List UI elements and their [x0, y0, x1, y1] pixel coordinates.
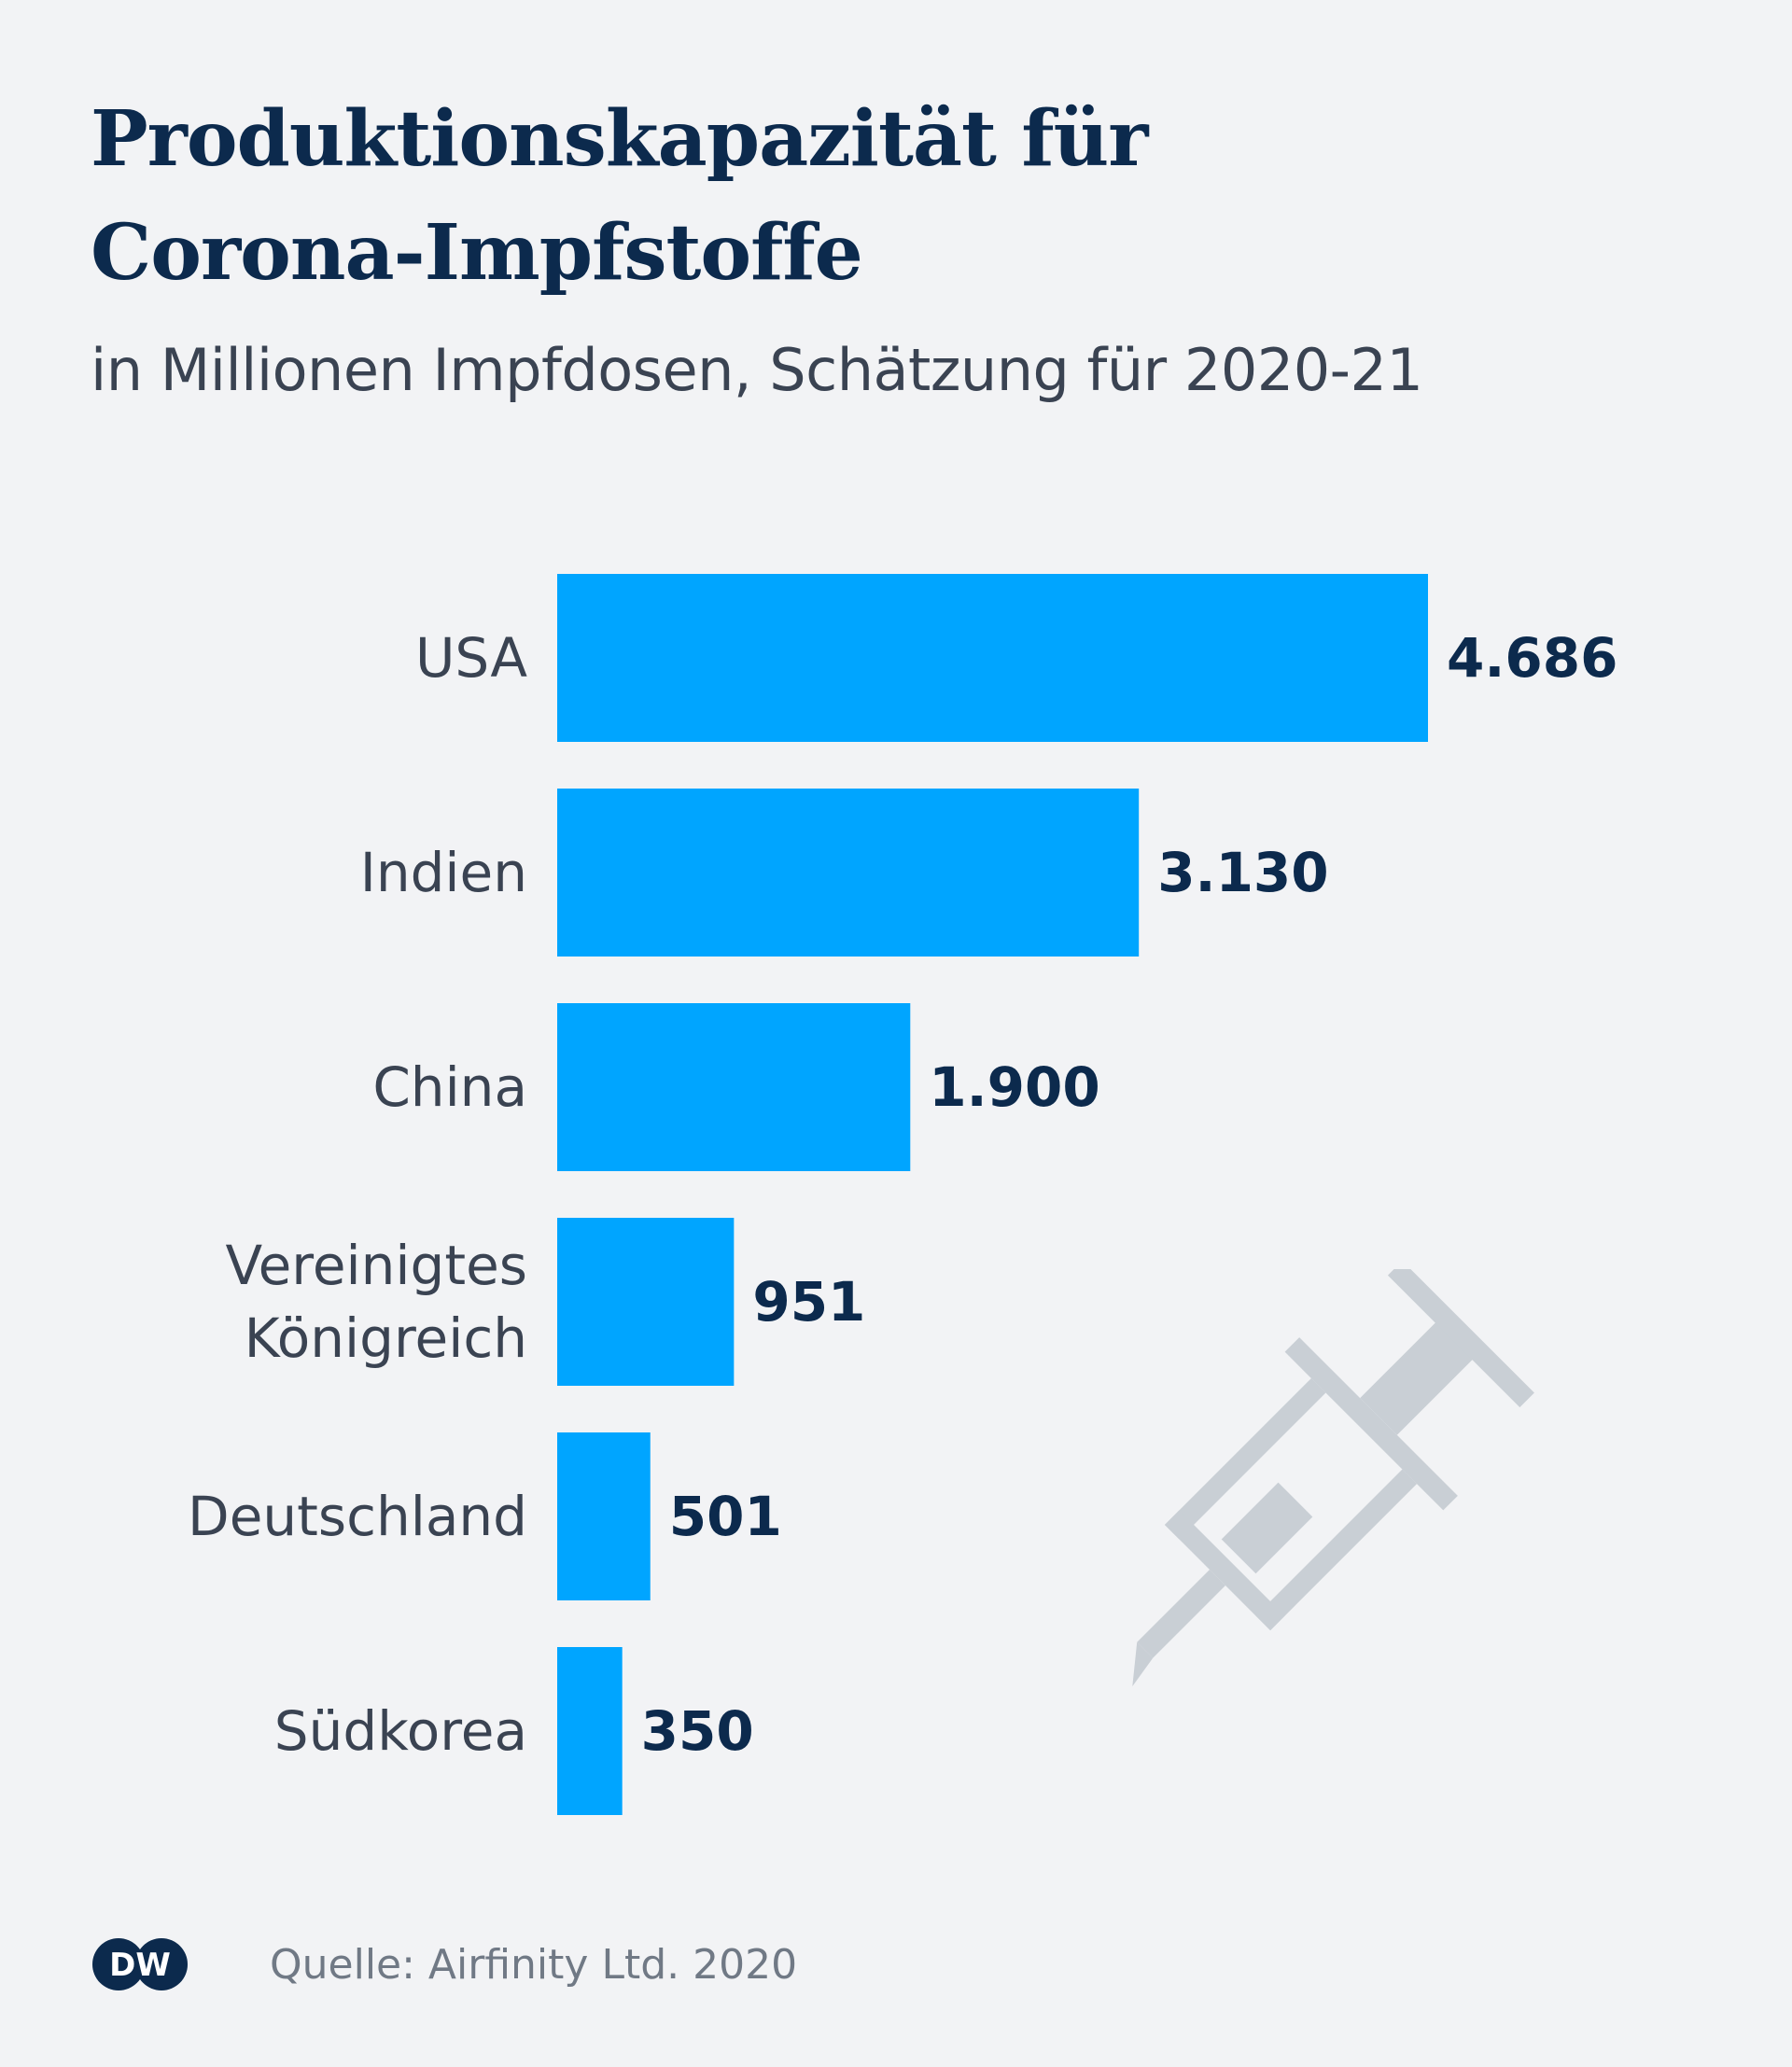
bar-group: 4.686 USA 3.130 Indien 1.900 China 951 Vereinig… — [188, 574, 1617, 1815]
source-note: Quelle: Airfinity Ltd. 2020 — [270, 1941, 798, 1989]
chart-title: Produktionskapazität für Corona-Impfstof… — [91, 82, 1677, 310]
bar-3 — [557, 1218, 735, 1386]
dw-logo-circle-right — [135, 1938, 188, 1990]
category-label-2: China — [372, 1055, 527, 1119]
bar-4 — [557, 1432, 651, 1600]
category-label-1: Indien — [360, 841, 527, 904]
value-label-4: 501 — [669, 1485, 782, 1548]
chart-subtitle: in Millionen Impfdosen, Schätzung für 20… — [91, 336, 1423, 404]
dw-logo-text: DW — [109, 1947, 171, 1984]
value-label-1: 3.130 — [1157, 841, 1328, 904]
dw-logo-icon: DW — [92, 1938, 188, 1990]
value-label-3: 951 — [752, 1270, 865, 1334]
category-label-3-line-1: Königreich — [245, 1306, 527, 1370]
bar-0 — [557, 574, 1428, 742]
bar-5 — [557, 1647, 623, 1815]
category-label-0: USA — [415, 626, 527, 690]
bar-2 — [557, 1003, 911, 1171]
value-label-0: 4.686 — [1447, 626, 1617, 690]
chart-title-line-2: Corona-Impfstoffe — [91, 208, 863, 298]
category-label-4: Deutschland — [188, 1485, 527, 1548]
bar-1 — [557, 789, 1140, 957]
syringe-icon-shape — [1132, 1269, 1534, 1687]
syringe-icon — [1132, 1269, 1534, 1687]
chart-title-line-1: Produktionskapazität für — [91, 94, 1149, 184]
bar-chart: 4.686 USA 3.130 Indien 1.900 China 951 Vereinig… — [188, 574, 1617, 1815]
value-label-2: 1.900 — [929, 1055, 1099, 1119]
category-label-5: Südkorea — [274, 1699, 527, 1763]
category-label-3-line-0: Vereinigtes — [225, 1234, 527, 1297]
dw-logo-circle-left — [92, 1938, 145, 1990]
value-label-5: 350 — [641, 1699, 754, 1763]
